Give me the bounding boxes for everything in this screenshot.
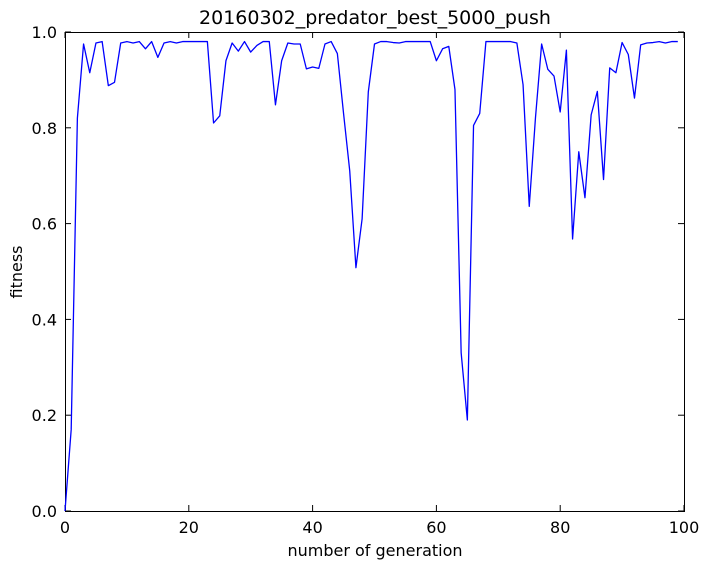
- y-tick-label: 0.0: [32, 502, 57, 521]
- chart-title: 20160302_predator_best_5000_push: [199, 7, 551, 29]
- x-tick-label: 100: [669, 518, 700, 537]
- axis-ticks: [64, 31, 685, 512]
- y-tick-label: 1.0: [32, 23, 57, 42]
- axis-tick-labels: 0 20 40 60 80 100 0.0 0.2 0.4 0.6 0.8 1.0: [32, 23, 700, 537]
- x-tick-label: 40: [302, 518, 322, 537]
- x-tick-label: 20: [179, 518, 199, 537]
- y-tick-label: 0.6: [32, 215, 57, 234]
- x-tick-label: 80: [550, 518, 570, 537]
- y-tick-label: 0.8: [32, 119, 57, 138]
- x-tick-label: 0: [60, 518, 70, 537]
- y-tick-label: 0.2: [32, 406, 57, 425]
- y-tick-label: 0.4: [32, 310, 57, 329]
- x-axis-label: number of generation: [287, 541, 462, 560]
- y-axis-label: fitness: [7, 245, 26, 298]
- x-tick-label: 60: [426, 518, 446, 537]
- fitness-line: [64, 40, 678, 512]
- plot-frame: [65, 32, 685, 512]
